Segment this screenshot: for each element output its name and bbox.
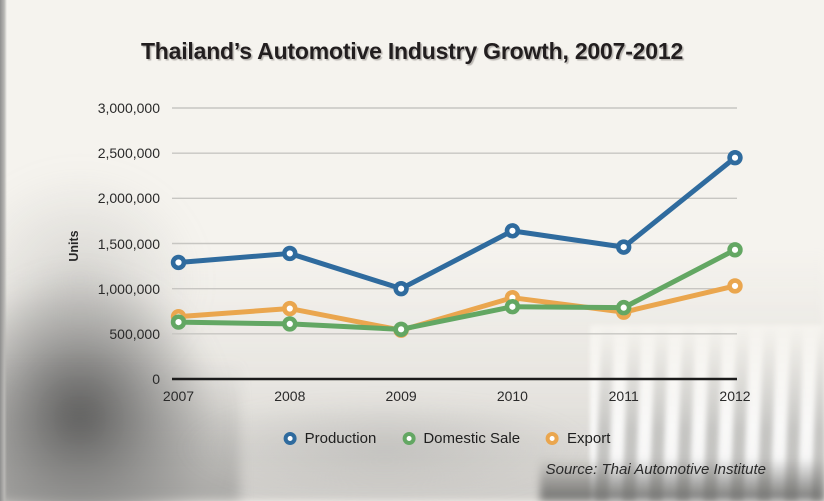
legend-label: Export — [567, 430, 611, 447]
production-marker-icon — [283, 432, 297, 445]
series-line-domestic-sale — [176, 247, 738, 332]
data-point — [393, 321, 409, 338]
x-tick-label: 2007 — [162, 388, 195, 404]
y-tick-label: 1,500,000 — [97, 235, 160, 252]
y-tick-label: 3,000,000 — [97, 100, 160, 116]
chart-title: Thailand’s Automotive Industry Growth, 2… — [140, 38, 684, 64]
source-attribution: Source: Thai Automotive Institute — [545, 461, 766, 478]
data-point — [504, 223, 521, 239]
data-point — [504, 299, 521, 315]
legend-item-export: Export — [546, 430, 610, 447]
domestic-sale-marker-icon — [402, 432, 416, 445]
data-point — [393, 280, 409, 297]
data-point — [282, 245, 298, 262]
data-point — [282, 300, 298, 317]
chart-legend: Production Domestic Sale Export — [283, 430, 610, 447]
legend-label: Production — [304, 430, 377, 447]
series-line-export — [176, 283, 738, 333]
y-tick-label: 2,000,000 — [97, 190, 160, 207]
export-marker-icon — [546, 432, 560, 445]
data-point — [170, 254, 187, 271]
data-point — [282, 316, 298, 332]
y-tick-label: 500,000 — [109, 325, 160, 342]
y-tick-label: 2,500,000 — [97, 145, 160, 162]
x-tick-label: 2011 — [608, 388, 639, 404]
data-point — [170, 314, 187, 330]
legend-item-production: Production — [283, 430, 377, 447]
legend-item-domestic-sale: Domestic Sale — [402, 430, 520, 447]
legend-label: Domestic Sale — [423, 430, 521, 447]
series-line-production — [176, 155, 738, 292]
x-tick-label: 2008 — [274, 388, 306, 404]
x-tick-label: 2012 — [719, 388, 751, 404]
data-point — [727, 278, 743, 294]
data-point — [727, 149, 743, 166]
y-tick-label: 1,000,000 — [97, 280, 160, 297]
data-point — [727, 242, 743, 258]
data-point — [615, 239, 632, 255]
data-point — [615, 299, 632, 316]
x-tick-label: 2009 — [385, 388, 417, 404]
x-tick-label: 2010 — [496, 388, 528, 404]
y-tick-label: 0 — [152, 371, 160, 387]
